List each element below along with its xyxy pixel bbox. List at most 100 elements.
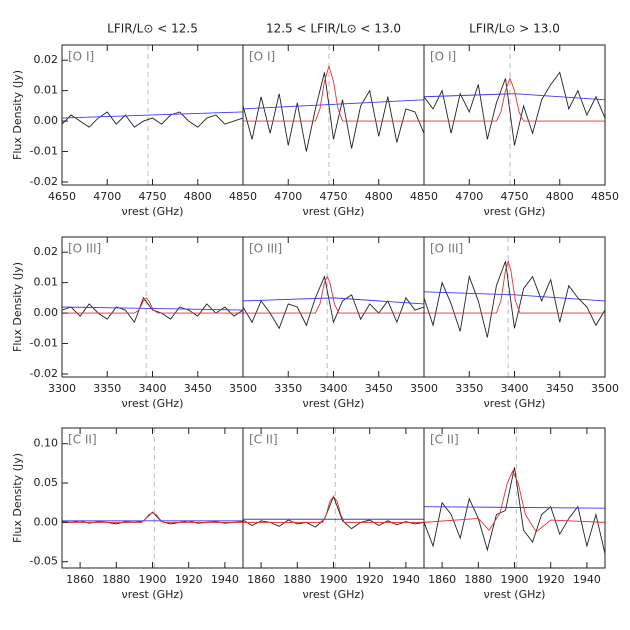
y-tick-label: 0.00 (34, 515, 59, 528)
x-tick-label: 3350 (93, 382, 121, 395)
y-tick-label: 0.01 (34, 276, 59, 289)
x-tick-label: 1920 (356, 573, 384, 586)
x-tick-label: 3500 (410, 382, 438, 395)
y-tick-label: 0.05 (34, 476, 59, 489)
x-axis-label: νrest (GHz) (303, 397, 365, 410)
x-tick-label: 3500 (229, 382, 257, 395)
x-tick-label: 1880 (102, 573, 130, 586)
x-tick-label: 1940 (573, 573, 601, 586)
plot-area (424, 237, 605, 377)
x-tick-label: 3400 (320, 382, 348, 395)
y-axis-label: Flux Density (Jy) (11, 262, 24, 352)
x-tick-label: 4750 (501, 190, 529, 203)
panel-label: [C II] (430, 433, 459, 447)
spectrum-line (62, 111, 243, 119)
panel-frame (423, 44, 606, 186)
plot-area (243, 237, 424, 377)
x-tick-label: 4700 (93, 190, 121, 203)
x-axis-label: νrest (GHz) (122, 397, 184, 410)
column-title: LFIR/L⊙ < 12.5 (107, 22, 198, 36)
x-tick-label: 1940 (392, 573, 420, 586)
spectrum-line (424, 470, 605, 533)
x-tick-label: 4800 (365, 190, 393, 203)
x-tick-label: 1860 (247, 573, 275, 586)
panel-frame (242, 236, 425, 378)
panel-label: [C II] (68, 433, 97, 447)
y-tick-label: 0.02 (34, 245, 59, 258)
spectrum-line (62, 297, 243, 314)
x-tick-label: 1880 (283, 573, 311, 586)
x-tick-label: 4800 (546, 190, 574, 203)
x-tick-label: 1920 (537, 573, 565, 586)
y-axis-label: Flux Density (Jy) (11, 453, 24, 543)
panel-frame (61, 236, 244, 378)
x-tick-label: 1900 (139, 573, 167, 586)
panel-frame (242, 44, 425, 186)
x-tick-label: 3450 (546, 382, 574, 395)
x-tick-label: 3450 (365, 382, 393, 395)
x-axis-label: νrest (GHz) (122, 205, 184, 218)
spectrum-line (62, 296, 243, 324)
spectrum-line (424, 93, 605, 101)
y-tick-label: -0.02 (30, 367, 58, 380)
x-tick-label: 4750 (139, 190, 167, 203)
y-tick-label: 0.10 (34, 437, 59, 450)
spectrum-line (243, 99, 424, 110)
column-title: 12.5 < LFIR/L⊙ < 13.0 (266, 22, 401, 36)
y-tick-label: -0.01 (30, 337, 58, 350)
spectrum-line (424, 506, 605, 509)
x-axis-label: νrest (GHz) (484, 205, 546, 218)
spectrum-line (243, 275, 424, 314)
x-tick-label: 4700 (274, 190, 302, 203)
x-tick-label: 3500 (591, 382, 619, 395)
y-tick-label: 0.01 (34, 84, 59, 97)
plot-area (243, 45, 424, 185)
x-tick-label: 4850 (410, 190, 438, 203)
panel-frame (242, 427, 425, 569)
panel-label: [O III] (249, 242, 282, 256)
x-tick-label: 1860 (66, 573, 94, 586)
y-tick-label: -0.01 (30, 145, 58, 158)
y-axis-label: Flux Density (Jy) (11, 70, 24, 160)
y-tick-label: -0.02 (30, 175, 58, 188)
spectrum-line (424, 259, 605, 314)
plot-area (424, 428, 605, 568)
spectrum-line (424, 71, 605, 146)
spectrum-line (243, 275, 424, 330)
panel-label: [O III] (68, 242, 101, 256)
x-tick-label: 3450 (184, 382, 212, 395)
x-tick-label: 4700 (455, 190, 483, 203)
spectrum-line (243, 72, 424, 152)
panel-label: [O I] (249, 50, 275, 64)
x-tick-label: 1940 (211, 573, 239, 586)
x-axis-label: νrest (GHz) (303, 588, 365, 601)
spectrum-line (424, 77, 605, 122)
panel-label: [C II] (249, 433, 278, 447)
x-axis-label: νrest (GHz) (484, 588, 546, 601)
panel-label: [O I] (68, 50, 94, 64)
spectrum-line (243, 64, 424, 122)
y-tick-label: 0.00 (34, 306, 59, 319)
x-tick-label: 3400 (501, 382, 529, 395)
plot-area (62, 45, 243, 185)
y-tick-label: -0.05 (30, 555, 58, 568)
x-tick-label: 4750 (320, 190, 348, 203)
x-tick-label: 3350 (274, 382, 302, 395)
y-tick-label: 0.00 (34, 114, 59, 127)
x-tick-label: 1900 (501, 573, 529, 586)
plot-area (424, 45, 605, 185)
spectrum-line (424, 467, 605, 554)
panel-label: [O III] (430, 242, 463, 256)
plot-area (62, 428, 243, 568)
plot-area (243, 428, 424, 568)
panel-frame (423, 427, 606, 569)
spectrum-line (243, 495, 424, 523)
spectrum-line (243, 495, 424, 530)
panel-frame (61, 427, 244, 569)
x-tick-label: 4850 (591, 190, 619, 203)
x-axis-label: νrest (GHz) (122, 588, 184, 601)
plot-area (62, 237, 243, 377)
y-tick-label: 0.02 (34, 53, 59, 66)
x-tick-label: 1880 (464, 573, 492, 586)
